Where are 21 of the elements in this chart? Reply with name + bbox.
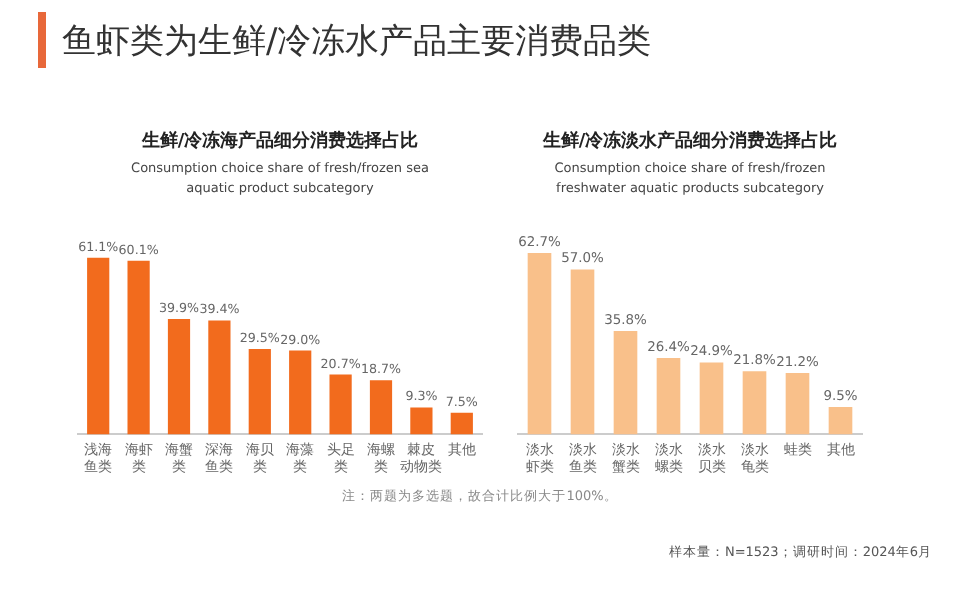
bar: [289, 349, 312, 434]
bar: [656, 357, 681, 434]
bar: [828, 405, 853, 434]
bar: [785, 372, 810, 434]
bar: [742, 370, 767, 434]
bar: [527, 252, 552, 434]
text: 鱼虾类为生鲜/冷冻水产品主要消费品类: [62, 20, 652, 64]
bar: [450, 411, 473, 434]
bar: [410, 406, 433, 434]
bar: [248, 348, 271, 434]
chart-title: 生鲜/冷冻海产品细分消费选择占比: [139, 128, 421, 154]
bar: [167, 318, 191, 434]
bar: [127, 259, 150, 434]
bar: [87, 256, 110, 434]
bar: [613, 329, 638, 434]
bar: [329, 373, 352, 434]
bar: [208, 319, 231, 434]
bar: [699, 361, 724, 434]
bar: [570, 268, 595, 434]
chart-title: 生鲜/冷冻淡水产品细分消费选择占比: [540, 128, 840, 154]
bar: [369, 379, 393, 434]
